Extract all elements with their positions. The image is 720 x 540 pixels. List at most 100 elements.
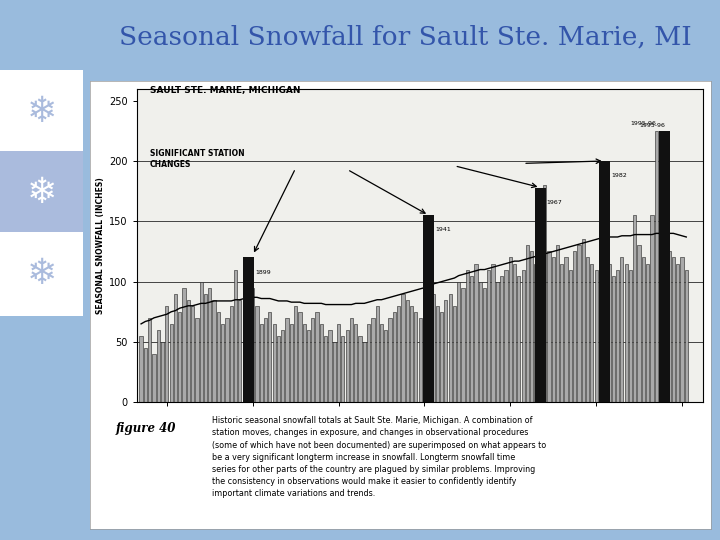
Bar: [603, 252, 606, 402]
Bar: [333, 342, 336, 402]
Bar: [186, 300, 190, 402]
Bar: [199, 282, 203, 402]
Text: 1995-96: 1995-96: [639, 123, 665, 128]
Bar: [221, 324, 224, 402]
Bar: [521, 269, 525, 402]
Bar: [264, 318, 267, 402]
Bar: [431, 294, 435, 402]
Bar: [414, 312, 418, 402]
Bar: [363, 342, 366, 402]
Text: ❄: ❄: [26, 176, 57, 210]
Bar: [474, 264, 477, 402]
Bar: [195, 318, 199, 402]
Bar: [410, 306, 413, 402]
Bar: [281, 330, 284, 402]
Bar: [418, 318, 422, 402]
Bar: [487, 269, 490, 402]
Bar: [685, 269, 688, 402]
Bar: [397, 306, 400, 402]
Bar: [449, 294, 451, 402]
Bar: [165, 306, 168, 402]
Bar: [577, 245, 580, 402]
Bar: [479, 282, 482, 402]
Bar: [401, 294, 405, 402]
Bar: [608, 264, 611, 402]
Bar: [243, 258, 253, 402]
Bar: [320, 324, 323, 402]
Bar: [535, 187, 546, 402]
Bar: [453, 306, 456, 402]
Bar: [676, 264, 679, 402]
Bar: [191, 306, 194, 402]
Text: Seasonal Snowfall for Sault Ste. Marie, MI: Seasonal Snowfall for Sault Ste. Marie, …: [119, 24, 691, 49]
Bar: [564, 258, 567, 402]
Bar: [277, 336, 280, 402]
Bar: [660, 131, 670, 402]
Text: SIGNIFICANT STATION
CHANGES: SIGNIFICANT STATION CHANGES: [150, 149, 244, 169]
Bar: [311, 318, 315, 402]
Text: ❄: ❄: [26, 257, 57, 291]
Bar: [612, 275, 615, 402]
Bar: [350, 318, 353, 402]
Bar: [543, 185, 546, 402]
Bar: [178, 312, 181, 402]
Bar: [547, 252, 551, 402]
Bar: [680, 258, 683, 402]
Text: ❄: ❄: [26, 95, 57, 129]
Bar: [599, 161, 602, 402]
Bar: [530, 252, 534, 402]
Text: 1982: 1982: [611, 173, 627, 178]
Bar: [569, 269, 572, 402]
Bar: [586, 258, 589, 402]
Bar: [140, 336, 143, 402]
Bar: [646, 264, 649, 402]
Bar: [633, 215, 636, 402]
Bar: [513, 264, 516, 402]
Bar: [328, 330, 332, 402]
Bar: [247, 258, 250, 402]
Bar: [376, 306, 379, 402]
Bar: [256, 306, 258, 402]
Bar: [466, 269, 469, 402]
Bar: [436, 306, 439, 402]
Text: 1899: 1899: [255, 269, 271, 274]
Text: figure 40: figure 40: [115, 422, 176, 435]
Bar: [457, 282, 460, 402]
Bar: [354, 324, 357, 402]
Bar: [444, 300, 448, 402]
Bar: [599, 161, 610, 402]
Bar: [367, 324, 370, 402]
Bar: [496, 282, 499, 402]
Bar: [315, 312, 319, 402]
Bar: [539, 258, 542, 402]
Bar: [505, 269, 508, 402]
Bar: [174, 294, 177, 402]
Bar: [251, 288, 254, 402]
Bar: [423, 215, 434, 402]
Bar: [405, 300, 409, 402]
Bar: [230, 306, 233, 402]
Bar: [620, 258, 624, 402]
Bar: [372, 318, 374, 402]
Bar: [380, 324, 383, 402]
Bar: [500, 275, 503, 402]
Bar: [423, 306, 426, 402]
Bar: [556, 245, 559, 402]
Bar: [217, 312, 220, 402]
Bar: [294, 306, 297, 402]
Text: 1967: 1967: [546, 200, 562, 205]
Bar: [590, 264, 593, 402]
Bar: [285, 318, 289, 402]
Bar: [324, 336, 328, 402]
Bar: [663, 245, 667, 402]
Bar: [560, 264, 563, 402]
Bar: [302, 324, 306, 402]
Bar: [260, 324, 263, 402]
Bar: [389, 318, 392, 402]
Bar: [204, 294, 207, 402]
Bar: [650, 215, 654, 402]
Bar: [624, 264, 628, 402]
Bar: [208, 288, 212, 402]
Bar: [595, 269, 598, 402]
Bar: [337, 324, 340, 402]
